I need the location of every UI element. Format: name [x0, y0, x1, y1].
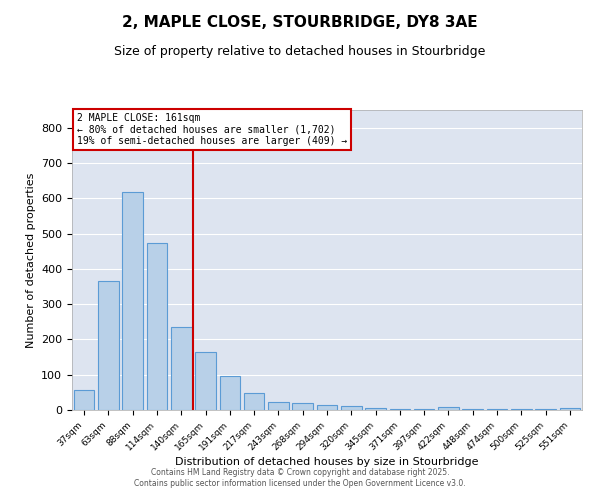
Bar [171, 327, 191, 410]
Text: Size of property relative to detached houses in Stourbridge: Size of property relative to detached ho… [115, 45, 485, 58]
Bar [220, 376, 240, 410]
Bar [292, 403, 313, 410]
Bar [122, 192, 143, 410]
Bar [244, 394, 265, 410]
Bar [438, 407, 459, 410]
Bar [365, 408, 386, 410]
Text: 2 MAPLE CLOSE: 161sqm
← 80% of detached houses are smaller (1,702)
19% of semi-d: 2 MAPLE CLOSE: 161sqm ← 80% of detached … [77, 113, 347, 146]
Bar [74, 390, 94, 410]
Bar [341, 406, 362, 410]
Bar [317, 404, 337, 410]
X-axis label: Distribution of detached houses by size in Stourbridge: Distribution of detached houses by size … [175, 458, 479, 468]
Text: 2, MAPLE CLOSE, STOURBRIDGE, DY8 3AE: 2, MAPLE CLOSE, STOURBRIDGE, DY8 3AE [122, 15, 478, 30]
Bar [195, 352, 216, 410]
Y-axis label: Number of detached properties: Number of detached properties [26, 172, 35, 348]
Bar [414, 409, 434, 410]
Bar [98, 281, 119, 410]
Bar [268, 402, 289, 410]
Bar [389, 409, 410, 410]
Text: Contains HM Land Registry data © Crown copyright and database right 2025.
Contai: Contains HM Land Registry data © Crown c… [134, 468, 466, 487]
Bar [146, 244, 167, 410]
Bar [560, 408, 580, 410]
